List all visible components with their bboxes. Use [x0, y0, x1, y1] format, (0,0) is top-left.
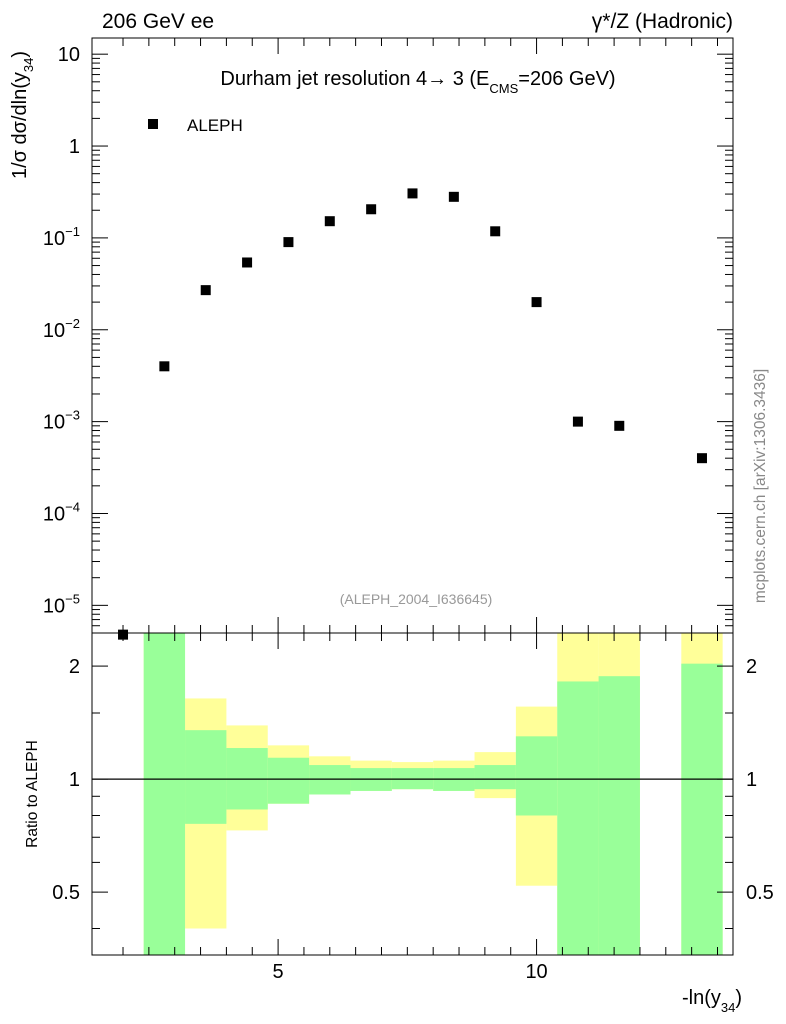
y-tick-label: 10−3 — [43, 408, 80, 434]
ratio-y-axis-label: Ratio to ALEPH — [24, 740, 41, 848]
y-tick-label: 10−5 — [43, 591, 80, 617]
y-tick-label: 10 — [58, 44, 80, 66]
y-tick-label: 1 — [69, 136, 80, 158]
y-tick-label: 10−2 — [43, 316, 80, 342]
uncertainty-band-inner — [681, 663, 723, 955]
data-point — [572, 416, 583, 427]
ratio-y-tick-label: 0.5 — [52, 882, 80, 904]
ratio-y-tick-label-right: 0.5 — [746, 882, 774, 904]
uncertainty-band-inner — [515, 736, 558, 816]
uncertainty-band-inner — [309, 765, 351, 795]
uncertainty-band-inner — [474, 765, 516, 790]
y-tick-label: 10−4 — [43, 499, 80, 525]
data-point — [366, 204, 377, 215]
data-point — [159, 361, 170, 372]
data-point — [531, 297, 542, 308]
data-point — [242, 257, 253, 268]
x-tick-label: 5 — [273, 961, 284, 983]
data-point — [324, 216, 335, 227]
uncertainty-band-inner — [185, 730, 227, 824]
uncertainty-band-inner — [143, 633, 186, 955]
ratio-plot-frame — [91, 632, 734, 956]
main-y-axis-label: 1/σ dσ/dln(y34) — [9, 51, 36, 179]
ratio-y-tick-label: 2 — [69, 656, 80, 678]
header-right-label: γ*/Z (Hadronic) — [592, 10, 733, 33]
watermark-label: mcplots.cern.ch [arXiv:1306.3436] — [752, 369, 769, 603]
x-axis-label: -ln(y34) — [682, 987, 742, 1015]
data-point — [283, 237, 294, 248]
uncertainty-band-inner — [598, 676, 640, 955]
legend-label-aleph: ALEPH — [187, 116, 243, 135]
data-point — [696, 453, 707, 464]
data-point — [614, 420, 625, 431]
data-point — [407, 188, 418, 199]
analysis-id-label: (ALEPH_2004_I636645) — [340, 591, 493, 607]
header-left-label: 206 GeV ee — [102, 10, 214, 33]
data-point — [490, 226, 501, 237]
main-plot-title: Durham jet resolution 4→ 3 (ECMS=206 GeV… — [220, 68, 615, 96]
x-tick-label: 10 — [525, 961, 547, 983]
legend-marker-aleph — [148, 119, 158, 129]
ratio-y-tick-label: 1 — [69, 769, 80, 791]
uncertainty-band-inner — [557, 681, 599, 955]
uncertainty-band-inner — [267, 757, 310, 804]
ratio-y-tick-label-right: 1 — [746, 769, 757, 791]
ratio-y-tick-label-right: 2 — [746, 656, 757, 678]
data-point — [448, 191, 459, 202]
data-point — [200, 285, 211, 296]
y-tick-label: 10−1 — [43, 224, 80, 250]
